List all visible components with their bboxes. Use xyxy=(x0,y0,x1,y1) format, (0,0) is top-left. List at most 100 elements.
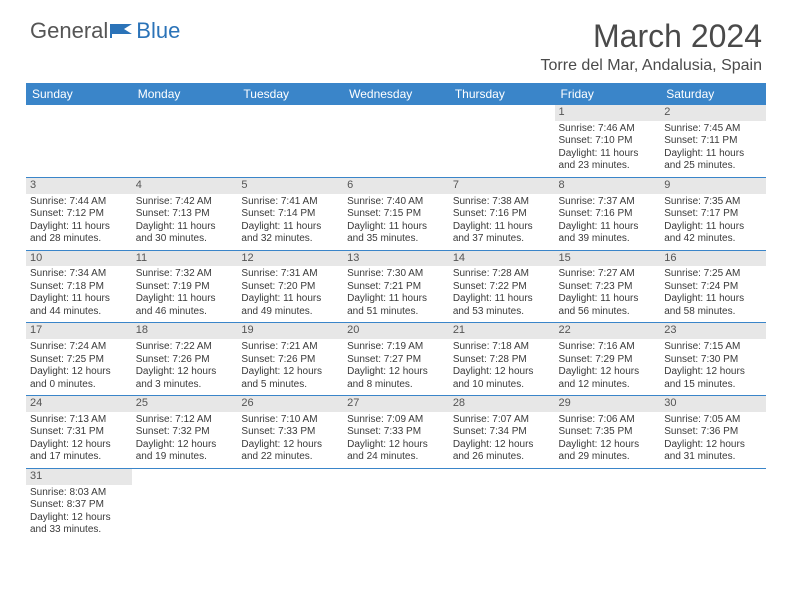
page-title: March 2024 xyxy=(541,18,762,55)
calendar-cell: 22Sunrise: 7:16 AMSunset: 7:29 PMDayligh… xyxy=(555,323,661,396)
brand-logo: General Blue xyxy=(30,18,180,44)
location-line: Torre del Mar, Andalusia, Spain xyxy=(541,57,762,75)
daylight-line: and 33 minutes. xyxy=(30,524,128,537)
day-number: 27 xyxy=(343,396,449,412)
daylight-line: Daylight: 12 hours xyxy=(664,439,762,452)
sunrise-line: Sunrise: 8:03 AM xyxy=(30,487,128,500)
weekday-header-row: SundayMondayTuesdayWednesdayThursdayFrid… xyxy=(26,83,766,105)
calendar-cell: 19Sunrise: 7:21 AMSunset: 7:26 PMDayligh… xyxy=(237,323,343,396)
sunset-line: Sunset: 7:17 PM xyxy=(664,208,762,221)
daylight-line: and 23 minutes. xyxy=(559,160,657,173)
calendar-cell-empty xyxy=(449,105,555,177)
sunrise-line: Sunrise: 7:24 AM xyxy=(30,341,128,354)
daylight-line: Daylight: 12 hours xyxy=(347,439,445,452)
calendar-cell: 12Sunrise: 7:31 AMSunset: 7:20 PMDayligh… xyxy=(237,250,343,323)
day-number: 10 xyxy=(26,251,132,267)
sunset-line: Sunset: 7:36 PM xyxy=(664,426,762,439)
flag-icon xyxy=(110,20,136,43)
brand-general: General xyxy=(30,18,108,44)
sunrise-line: Sunrise: 7:45 AM xyxy=(664,123,762,136)
sunset-line: Sunset: 7:34 PM xyxy=(453,426,551,439)
sunrise-line: Sunrise: 7:09 AM xyxy=(347,414,445,427)
weekday-header: Saturday xyxy=(660,83,766,105)
calendar-row: 3Sunrise: 7:44 AMSunset: 7:12 PMDaylight… xyxy=(26,177,766,250)
daylight-line: Daylight: 11 hours xyxy=(241,293,339,306)
sunrise-line: Sunrise: 7:25 AM xyxy=(664,268,762,281)
calendar-cell: 8Sunrise: 7:37 AMSunset: 7:16 PMDaylight… xyxy=(555,177,661,250)
brand-blue: Blue xyxy=(136,18,180,44)
calendar-cell: 28Sunrise: 7:07 AMSunset: 7:34 PMDayligh… xyxy=(449,396,555,469)
day-number: 4 xyxy=(132,178,238,194)
sunrise-line: Sunrise: 7:28 AM xyxy=(453,268,551,281)
calendar-cell-empty xyxy=(26,105,132,177)
sunrise-line: Sunrise: 7:42 AM xyxy=(136,196,234,209)
day-number: 3 xyxy=(26,178,132,194)
calendar-cell: 5Sunrise: 7:41 AMSunset: 7:14 PMDaylight… xyxy=(237,177,343,250)
day-number: 25 xyxy=(132,396,238,412)
daylight-line: Daylight: 11 hours xyxy=(136,221,234,234)
sunset-line: Sunset: 7:21 PM xyxy=(347,281,445,294)
sunset-line: Sunset: 7:28 PM xyxy=(453,354,551,367)
daylight-line: Daylight: 11 hours xyxy=(559,148,657,161)
daylight-line: Daylight: 12 hours xyxy=(559,366,657,379)
daylight-line: Daylight: 11 hours xyxy=(347,293,445,306)
day-number: 13 xyxy=(343,251,449,267)
daylight-line: Daylight: 11 hours xyxy=(559,221,657,234)
sunset-line: Sunset: 7:33 PM xyxy=(347,426,445,439)
sunset-line: Sunset: 7:11 PM xyxy=(664,135,762,148)
sunrise-line: Sunrise: 7:06 AM xyxy=(559,414,657,427)
daylight-line: and 37 minutes. xyxy=(453,233,551,246)
calendar-cell: 2Sunrise: 7:45 AMSunset: 7:11 PMDaylight… xyxy=(660,105,766,177)
calendar-cell: 31 Sunrise: 8:03 AMSunset: 8:37 PMDayligh… xyxy=(26,468,132,540)
calendar-cell: 13Sunrise: 7:30 AMSunset: 7:21 PMDayligh… xyxy=(343,250,449,323)
daylight-line: Daylight: 12 hours xyxy=(30,512,128,525)
daylight-line: and 12 minutes. xyxy=(559,379,657,392)
day-number: 16 xyxy=(660,251,766,267)
calendar-cell: 30Sunrise: 7:05 AMSunset: 7:36 PMDayligh… xyxy=(660,396,766,469)
sunset-line: Sunset: 7:16 PM xyxy=(453,208,551,221)
day-number: 23 xyxy=(660,323,766,339)
calendar-cell: 23Sunrise: 7:15 AMSunset: 7:30 PMDayligh… xyxy=(660,323,766,396)
daylight-line: and 3 minutes. xyxy=(136,379,234,392)
day-number: 1 xyxy=(555,105,661,121)
day-number: 31 xyxy=(26,469,132,485)
sunset-line: Sunset: 7:25 PM xyxy=(30,354,128,367)
sunset-line: Sunset: 8:37 PM xyxy=(30,499,128,512)
sunrise-line: Sunrise: 7:16 AM xyxy=(559,341,657,354)
daylight-line: Daylight: 11 hours xyxy=(241,221,339,234)
sunrise-line: Sunrise: 7:19 AM xyxy=(347,341,445,354)
calendar-cell-empty xyxy=(237,468,343,540)
day-number: 15 xyxy=(555,251,661,267)
weekday-header: Sunday xyxy=(26,83,132,105)
sunrise-line: Sunrise: 7:10 AM xyxy=(241,414,339,427)
sunrise-line: Sunrise: 7:27 AM xyxy=(559,268,657,281)
sunset-line: Sunset: 7:18 PM xyxy=(30,281,128,294)
sunrise-line: Sunrise: 7:34 AM xyxy=(30,268,128,281)
sunset-line: Sunset: 7:13 PM xyxy=(136,208,234,221)
daylight-line: and 26 minutes. xyxy=(453,451,551,464)
header: General Blue March 2024 Torre del Mar, A… xyxy=(0,0,792,83)
day-number: 6 xyxy=(343,178,449,194)
daylight-line: Daylight: 12 hours xyxy=(136,439,234,452)
calendar-cell: 11Sunrise: 7:32 AMSunset: 7:19 PMDayligh… xyxy=(132,250,238,323)
calendar-cell: 17Sunrise: 7:24 AMSunset: 7:25 PMDayligh… xyxy=(26,323,132,396)
daylight-line: and 32 minutes. xyxy=(241,233,339,246)
daylight-line: and 17 minutes. xyxy=(30,451,128,464)
daylight-line: Daylight: 11 hours xyxy=(559,293,657,306)
calendar-cell-empty xyxy=(237,105,343,177)
daylight-line: and 31 minutes. xyxy=(664,451,762,464)
sunset-line: Sunset: 7:30 PM xyxy=(664,354,762,367)
daylight-line: and 15 minutes. xyxy=(664,379,762,392)
day-number: 11 xyxy=(132,251,238,267)
daylight-line: and 0 minutes. xyxy=(30,379,128,392)
calendar-cell: 3Sunrise: 7:44 AMSunset: 7:12 PMDaylight… xyxy=(26,177,132,250)
daylight-line: and 24 minutes. xyxy=(347,451,445,464)
sunset-line: Sunset: 7:20 PM xyxy=(241,281,339,294)
sunrise-line: Sunrise: 7:12 AM xyxy=(136,414,234,427)
day-number: 18 xyxy=(132,323,238,339)
daylight-line: Daylight: 12 hours xyxy=(30,439,128,452)
calendar-row: 10Sunrise: 7:34 AMSunset: 7:18 PM Dayligh… xyxy=(26,250,766,323)
daylight-line: Daylight: 11 hours xyxy=(453,221,551,234)
calendar-cell: 7Sunrise: 7:38 AMSunset: 7:16 PMDaylight… xyxy=(449,177,555,250)
sunset-line: Sunset: 7:27 PM xyxy=(347,354,445,367)
